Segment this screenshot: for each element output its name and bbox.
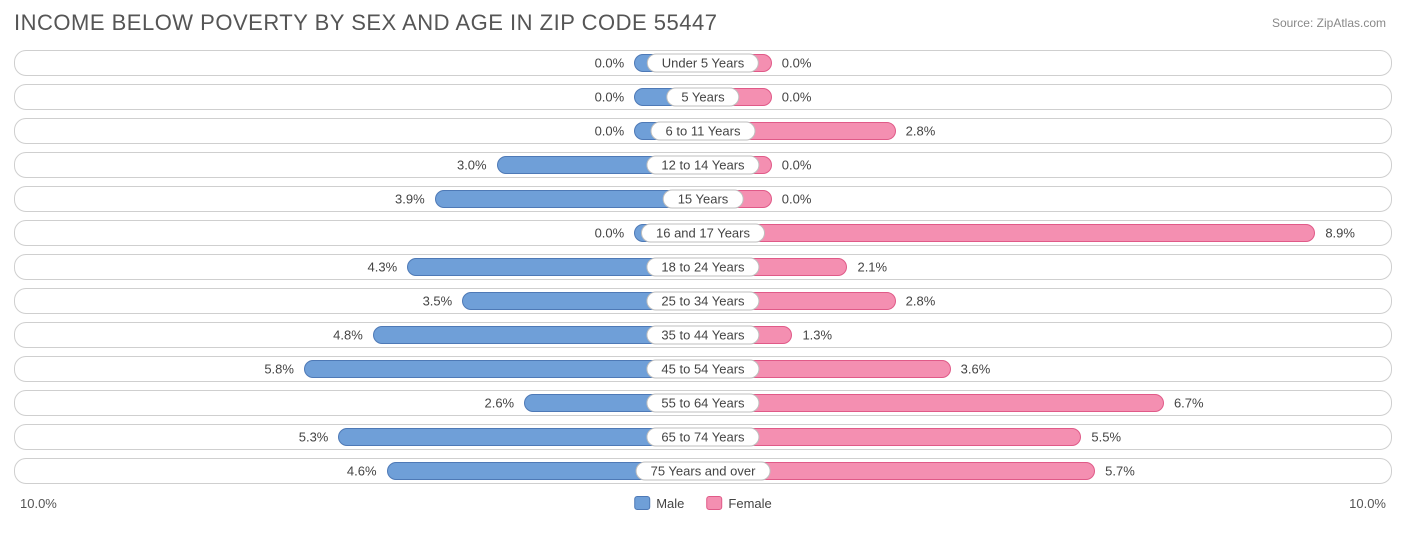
male-value: 0.0% — [595, 56, 625, 71]
male-value: 3.5% — [423, 294, 453, 309]
female-value: 2.8% — [906, 124, 936, 139]
female-value: 5.5% — [1091, 430, 1121, 445]
chart-row: 0.0% 0.0% 5 Years — [14, 84, 1392, 110]
female-value: 0.0% — [782, 56, 812, 71]
female-bar — [703, 224, 1315, 242]
category-label: Under 5 Years — [647, 54, 759, 73]
chart-row: 3.9% 0.0% 15 Years — [14, 186, 1392, 212]
female-value: 0.0% — [782, 192, 812, 207]
chart-row: 0.0% 8.9% 16 and 17 Years — [14, 220, 1392, 246]
female-value: 6.7% — [1174, 396, 1204, 411]
legend-female-label: Female — [728, 496, 771, 511]
chart-row: 5.8% 3.6% 45 to 54 Years — [14, 356, 1392, 382]
male-swatch-icon — [634, 496, 650, 510]
category-label: 5 Years — [666, 88, 739, 107]
male-value: 2.6% — [484, 396, 514, 411]
male-bar — [304, 360, 703, 378]
category-label: 35 to 44 Years — [646, 326, 759, 345]
chart-row: 3.0% 0.0% 12 to 14 Years — [14, 152, 1392, 178]
male-value: 4.6% — [347, 464, 377, 479]
female-value: 0.0% — [782, 158, 812, 173]
category-label: 45 to 54 Years — [646, 360, 759, 379]
category-label: 65 to 74 Years — [646, 428, 759, 447]
female-bar — [703, 428, 1081, 446]
category-label: 18 to 24 Years — [646, 258, 759, 277]
chart-rows: 0.0%0.0%Under 5 Years0.0%0.0%5 Years0.0%… — [14, 50, 1392, 484]
male-value: 0.0% — [595, 124, 625, 139]
male-value: 5.8% — [264, 362, 294, 377]
male-value: 0.0% — [595, 90, 625, 105]
axis-left-label: 10.0% — [20, 496, 57, 511]
male-value: 3.0% — [457, 158, 487, 173]
chart-row: 0.0% 0.0% Under 5 Years — [14, 50, 1392, 76]
chart-header: INCOME BELOW POVERTY BY SEX AND AGE IN Z… — [14, 10, 1392, 36]
female-value: 3.6% — [961, 362, 991, 377]
category-label: 55 to 64 Years — [646, 394, 759, 413]
female-value: 2.8% — [906, 294, 936, 309]
poverty-by-sex-age-chart: INCOME BELOW POVERTY BY SEX AND AGE IN Z… — [0, 0, 1406, 559]
male-value: 3.9% — [395, 192, 425, 207]
chart-title: INCOME BELOW POVERTY BY SEX AND AGE IN Z… — [14, 10, 717, 36]
chart-row: 0.0% 2.8% 6 to 11 Years — [14, 118, 1392, 144]
chart-source: Source: ZipAtlas.com — [1272, 10, 1392, 30]
axis-row: 10.0% Male Female 10.0% — [14, 492, 1392, 511]
male-value: 4.8% — [333, 328, 363, 343]
female-value: 0.0% — [782, 90, 812, 105]
category-label: 16 and 17 Years — [641, 224, 765, 243]
female-swatch-icon — [706, 496, 722, 510]
chart-row: 4.3% 2.1% 18 to 24 Years — [14, 254, 1392, 280]
chart-row: 2.6% 6.7% 55 to 64 Years — [14, 390, 1392, 416]
female-value: 8.9% — [1325, 226, 1355, 241]
category-label: 12 to 14 Years — [646, 156, 759, 175]
legend-female: Female — [706, 496, 771, 511]
legend-male: Male — [634, 496, 684, 511]
female-value: 2.1% — [857, 260, 887, 275]
chart-row: 4.8% 1.3% 35 to 44 Years — [14, 322, 1392, 348]
female-value: 1.3% — [802, 328, 832, 343]
female-bar — [703, 394, 1164, 412]
male-value: 5.3% — [299, 430, 329, 445]
chart-row: 5.3% 5.5% 65 to 74 Years — [14, 424, 1392, 450]
category-label: 75 Years and over — [636, 462, 771, 481]
legend: Male Female — [634, 496, 772, 511]
female-value: 5.7% — [1105, 464, 1135, 479]
chart-row: 4.6% 5.7% 75 Years and over — [14, 458, 1392, 484]
category-label: 25 to 34 Years — [646, 292, 759, 311]
male-value: 0.0% — [595, 226, 625, 241]
legend-male-label: Male — [656, 496, 684, 511]
category-label: 15 Years — [663, 190, 744, 209]
category-label: 6 to 11 Years — [651, 122, 756, 141]
axis-right-label: 10.0% — [1349, 496, 1386, 511]
male-value: 4.3% — [368, 260, 398, 275]
chart-row: 3.5% 2.8% 25 to 34 Years — [14, 288, 1392, 314]
